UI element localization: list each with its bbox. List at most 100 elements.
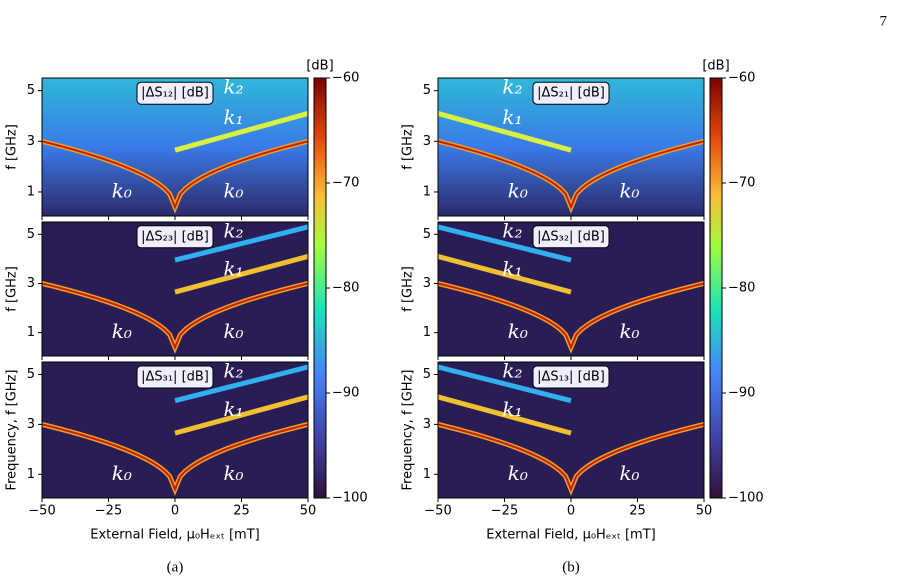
k2-branch	[174, 224, 309, 263]
y-tick-label: 1	[27, 325, 35, 340]
mode-label: k₀	[223, 319, 243, 343]
x-tick-label: −50	[424, 504, 451, 519]
mode-label: k₀	[508, 178, 528, 202]
mode-label: k₁	[502, 256, 522, 280]
y-tick-label: 5	[423, 367, 431, 382]
x-tick-label: 25	[233, 504, 250, 519]
y-tick-label: 3	[27, 134, 35, 149]
panel-label: |ΔS₂₁| [dB]	[537, 86, 605, 101]
k1-branch	[174, 254, 309, 295]
y-tick-label: 3	[423, 276, 431, 291]
y-tick-label: 1	[423, 467, 431, 482]
x-axis-label: External Field, μ₀Hₑₓₜ [mT]	[486, 528, 656, 543]
x-tick-label: −25	[95, 504, 122, 519]
mode-label: k₂	[223, 75, 243, 99]
k0-branch-core	[41, 140, 309, 210]
x-axis-label: External Field, μ₀Hₑₓₜ [mT]	[90, 528, 260, 543]
k0-branch-core	[41, 282, 309, 350]
caption: (b)	[562, 559, 580, 575]
mode-label: k₂	[502, 218, 522, 242]
colorbar-tick-label: −70	[728, 176, 755, 191]
colorbar-label: [dB]	[702, 59, 729, 74]
colorbar-tick-label: −100	[728, 491, 764, 506]
mode-label: k₁	[502, 397, 522, 421]
y-tick-label: 1	[27, 467, 35, 482]
y-tick-label: 3	[423, 134, 431, 149]
k1-branch	[437, 111, 572, 153]
panel-label: |ΔS₁₂| [dB]	[141, 86, 209, 101]
k0-branch-core	[437, 423, 705, 492]
mode-label: k₀	[223, 178, 243, 202]
mode-label: k₂	[502, 358, 522, 382]
mode-label: k₀	[508, 319, 528, 343]
x-tick-label: 50	[300, 504, 317, 519]
mode-label: k₂	[502, 75, 522, 99]
mode-label: k₀	[508, 461, 528, 485]
mode-label: k₁	[223, 256, 243, 280]
label-box	[532, 365, 610, 389]
y-axis-label: Frequency, f [GHz]	[401, 370, 416, 491]
mode-label: k₁	[223, 105, 243, 129]
y-tick-label: 3	[27, 417, 35, 432]
y-tick-label: 3	[423, 417, 431, 432]
k0-branch-core	[437, 282, 705, 350]
mode-label: k₁	[223, 397, 243, 421]
y-tick-label: 1	[27, 184, 35, 199]
label-box	[532, 81, 610, 105]
mode-label: k₁	[502, 105, 522, 129]
k2-branch	[174, 364, 309, 404]
panel-label: |ΔS₃₁| [dB]	[141, 369, 209, 384]
k1-branch	[437, 254, 572, 295]
x-tick-label: 0	[171, 504, 179, 519]
y-tick-label: 1	[423, 184, 431, 199]
x-tick-label: −50	[28, 504, 55, 519]
y-axis-label: f [GHz]	[401, 266, 416, 312]
y-axis-label: f [GHz]	[5, 124, 20, 170]
colorbar-tick-label: −100	[332, 491, 368, 506]
y-tick-label: 5	[423, 227, 431, 242]
y-tick-label: 5	[423, 83, 431, 98]
colorbar-tick-label: −60	[332, 71, 359, 86]
k2-branch	[437, 224, 572, 263]
caption: (a)	[167, 559, 184, 575]
colorbar-tick-label: −90	[728, 386, 755, 401]
colorbar	[313, 77, 327, 499]
k1-branch	[174, 394, 309, 436]
colorbar-tick-label: −90	[332, 386, 359, 401]
panel-label: |ΔS₁₃| [dB]	[537, 369, 605, 384]
y-tick-label: 1	[423, 325, 431, 340]
y-axis-label: f [GHz]	[5, 266, 20, 312]
page-number: 7	[880, 13, 888, 29]
colorbar	[709, 77, 723, 499]
label-box	[136, 365, 214, 389]
y-axis-label: f [GHz]	[401, 124, 416, 170]
mode-label: k₂	[223, 218, 243, 242]
x-tick-label: −25	[491, 504, 518, 519]
y-tick-label: 5	[27, 83, 35, 98]
panel-label: |ΔS₃₂| [dB]	[537, 229, 605, 244]
k1-branch	[437, 394, 572, 436]
k2-branch	[437, 364, 572, 404]
colorbar-tick-label: −60	[728, 71, 755, 86]
y-axis-label: Frequency, f [GHz]	[5, 370, 20, 491]
label-box	[136, 225, 214, 249]
colorbar-tick-label: −70	[332, 176, 359, 191]
label-box	[532, 225, 610, 249]
y-tick-label: 3	[27, 276, 35, 291]
mode-label: k₀	[619, 461, 639, 485]
mode-label: k₀	[223, 461, 243, 485]
k0-branch-core	[41, 423, 309, 492]
k1-branch	[174, 111, 309, 153]
mode-label: k₀	[619, 178, 639, 202]
x-tick-label: 0	[567, 504, 575, 519]
mode-label: k₀	[619, 319, 639, 343]
label-box	[136, 81, 214, 105]
y-tick-label: 5	[27, 367, 35, 382]
colorbar-label: [dB]	[306, 59, 333, 74]
panel-label: |ΔS₂₃| [dB]	[141, 229, 209, 244]
mode-label: k₀	[112, 178, 132, 202]
mode-label: k₀	[112, 461, 132, 485]
x-tick-label: 50	[696, 504, 713, 519]
mode-label: k₀	[112, 319, 132, 343]
